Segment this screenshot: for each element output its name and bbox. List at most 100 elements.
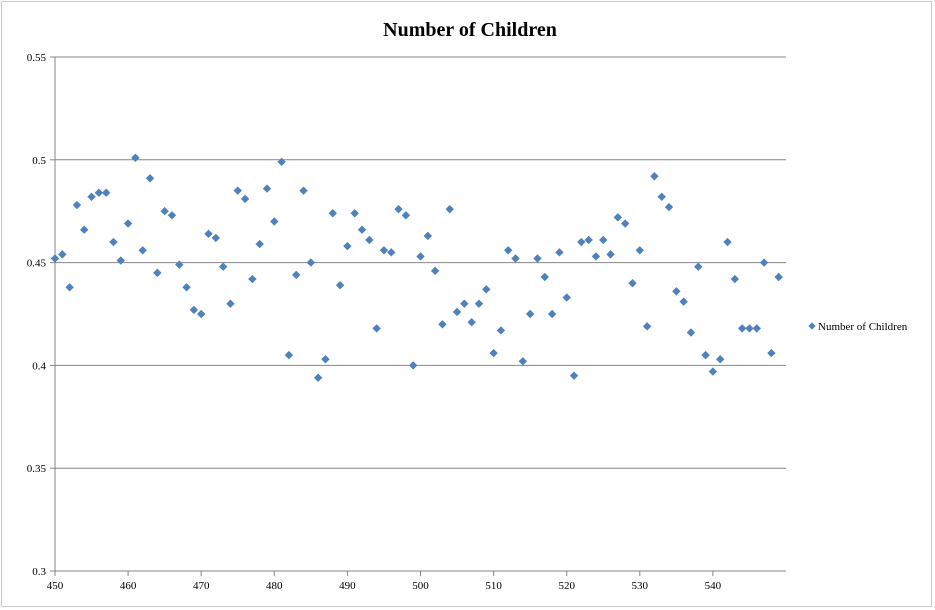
data-point — [752, 324, 761, 333]
axes — [54, 57, 786, 572]
legend-label: Number of Children — [818, 321, 908, 333]
data-point — [599, 235, 608, 245]
data-point — [204, 229, 213, 239]
data-point — [306, 258, 316, 267]
x-tick-label: 540 — [705, 580, 722, 592]
data-point — [131, 153, 140, 162]
data-point — [672, 287, 681, 296]
data-point — [635, 246, 644, 255]
data-point — [496, 326, 506, 335]
data-point — [730, 274, 740, 284]
data-point — [569, 371, 579, 380]
x-tick-label: 530 — [632, 580, 649, 592]
data-point — [467, 318, 476, 327]
data-point — [401, 211, 411, 220]
x-tick-label: 500 — [412, 580, 429, 592]
data-point — [284, 350, 294, 360]
data-point — [555, 248, 564, 257]
data-point — [277, 157, 286, 167]
data-point — [606, 250, 615, 259]
y-tick-label: 0.5 — [32, 155, 46, 167]
x-tick-labels: 450 460 470 480 490 500 510 520 530 540 — [47, 571, 722, 592]
data-point — [518, 357, 528, 366]
y-tick-label: 0.3 — [32, 566, 46, 578]
data-point — [737, 324, 747, 333]
data-point — [94, 188, 104, 197]
data-point — [474, 299, 484, 308]
data-point — [540, 272, 549, 282]
data-point — [723, 237, 732, 247]
legend: Number of Children — [808, 321, 908, 333]
gridlines — [55, 56, 786, 469]
data-point — [577, 237, 586, 247]
data-point — [292, 270, 301, 280]
data-point — [116, 256, 125, 265]
data-point — [774, 272, 783, 282]
data-point — [657, 192, 666, 202]
data-point — [87, 192, 96, 202]
data-point — [372, 324, 381, 333]
x-tick-label: 490 — [339, 580, 356, 592]
data-point — [321, 355, 330, 364]
data-point — [460, 299, 469, 308]
data-point — [701, 350, 710, 360]
data-point — [620, 219, 630, 228]
data-point — [745, 324, 754, 333]
data-point — [58, 250, 67, 259]
data-point — [182, 283, 191, 292]
data-point — [101, 188, 111, 197]
data-point — [562, 293, 571, 302]
data-point — [350, 209, 359, 218]
data-point — [240, 194, 250, 204]
data-point — [708, 367, 718, 376]
data-point — [613, 213, 623, 222]
data-point — [80, 225, 89, 234]
data-point — [197, 309, 206, 319]
data-point — [262, 184, 272, 193]
y-tick-label: 0.45 — [27, 258, 47, 270]
data-point — [679, 297, 688, 306]
data-point — [175, 260, 184, 269]
data-point — [438, 320, 447, 329]
data-point — [408, 361, 418, 370]
data-point — [430, 266, 440, 276]
data-point — [226, 299, 235, 308]
data-point — [218, 262, 228, 271]
data-point — [716, 355, 725, 364]
data-point — [335, 281, 345, 290]
y-tick-label: 0.4 — [32, 360, 46, 372]
data-point — [686, 328, 696, 337]
data-point — [452, 307, 462, 317]
x-tick-label: 520 — [558, 580, 575, 592]
data-point — [248, 274, 257, 284]
data-point — [189, 305, 199, 315]
data-point — [138, 246, 147, 255]
data-point — [694, 262, 703, 271]
data-point — [584, 235, 593, 245]
data-point — [650, 172, 659, 181]
data-point — [416, 252, 425, 261]
data-point — [270, 217, 279, 226]
data-point — [759, 258, 769, 267]
data-point — [394, 204, 403, 214]
data-point — [72, 200, 82, 210]
data-point — [65, 283, 74, 292]
data-point — [533, 254, 542, 263]
y-tick-labels: 0.3 0.35 0.4 0.45 0.5 0.55 — [27, 52, 55, 578]
data-point — [109, 237, 118, 247]
data-point — [664, 202, 674, 212]
data-point — [123, 219, 133, 228]
data-point — [423, 231, 433, 241]
data-point — [153, 268, 162, 278]
x-tick-label: 510 — [485, 580, 502, 592]
data-point — [642, 322, 652, 331]
y-tick-label: 0.55 — [27, 52, 47, 64]
chart-title: Number of Children — [383, 19, 557, 41]
data-point — [365, 235, 374, 245]
data-point — [591, 252, 601, 261]
data-point — [504, 246, 513, 255]
data-point — [445, 204, 454, 214]
data-point — [379, 246, 389, 255]
